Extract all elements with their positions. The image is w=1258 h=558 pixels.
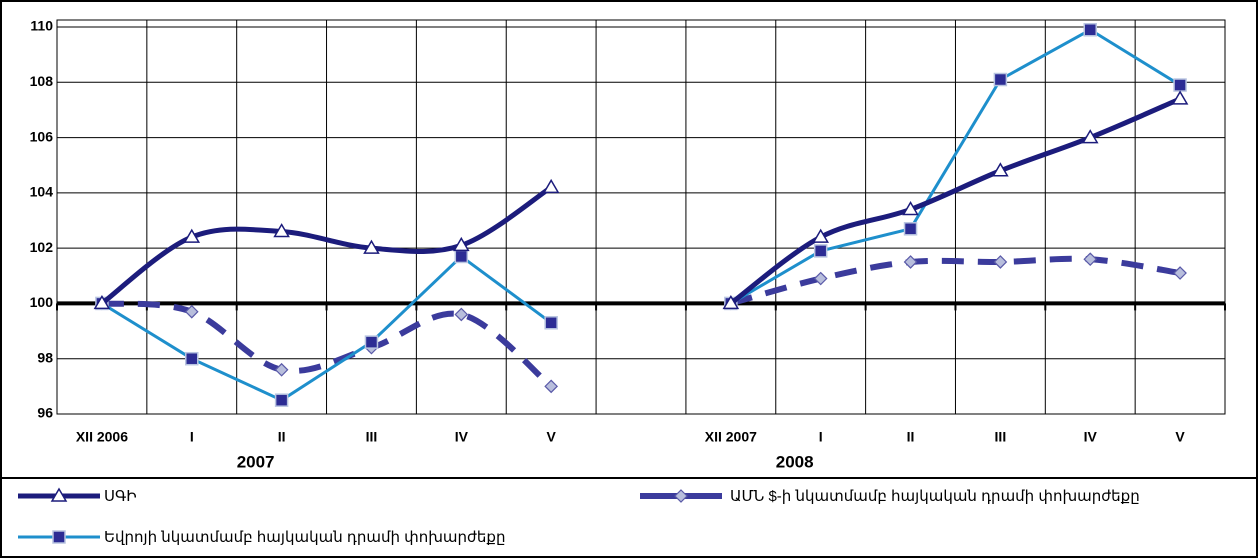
marker bbox=[1173, 266, 1187, 280]
legend-label: ԱՄՆ $-ի նկատմամբ հայկական դրամի փոխարժեք… bbox=[730, 488, 1140, 505]
y-tick-label: 110 bbox=[30, 18, 53, 34]
x-tick-label: III bbox=[995, 429, 1007, 445]
x-tick-label: I bbox=[190, 429, 194, 445]
legend-frame bbox=[0, 477, 1258, 558]
y-tick-label: 108 bbox=[30, 73, 54, 89]
x-tick-label: XII 2006 bbox=[76, 429, 128, 445]
marker bbox=[812, 228, 829, 243]
plot-area bbox=[56, 19, 1226, 415]
y-tick-label: 102 bbox=[30, 239, 54, 255]
y-tick-label: 96 bbox=[37, 405, 53, 421]
series-line bbox=[729, 96, 1182, 306]
marker bbox=[902, 200, 919, 216]
x-tick-label: V bbox=[1175, 429, 1185, 445]
y-tick-label: 106 bbox=[30, 128, 54, 144]
marker bbox=[274, 393, 289, 407]
legend-label: ՍԳԻ bbox=[104, 488, 137, 505]
marker bbox=[993, 255, 1008, 269]
marker bbox=[274, 362, 289, 377]
y-tick-label: 100 bbox=[30, 294, 54, 310]
x-tick-label: IV bbox=[455, 429, 469, 445]
y-tick-label: 104 bbox=[30, 184, 54, 200]
marker bbox=[273, 223, 290, 238]
series-line bbox=[101, 254, 553, 402]
marker bbox=[903, 222, 918, 236]
marker bbox=[544, 379, 559, 394]
marker bbox=[722, 294, 740, 310]
marker bbox=[93, 294, 111, 310]
marker bbox=[363, 239, 380, 254]
series-line bbox=[730, 255, 1181, 307]
marker bbox=[1083, 252, 1098, 267]
marker bbox=[813, 271, 828, 286]
marker bbox=[1083, 23, 1097, 37]
x-tick-label: III bbox=[366, 429, 378, 445]
marker bbox=[674, 489, 688, 503]
series-line bbox=[100, 185, 553, 306]
marker bbox=[183, 228, 201, 243]
legend-label: Եվրոյի նկատմամբ հայկական դրամի փոխարժեքը bbox=[104, 529, 505, 546]
marker bbox=[52, 530, 66, 544]
marker bbox=[454, 249, 469, 264]
marker bbox=[185, 351, 199, 366]
marker bbox=[454, 307, 469, 322]
marker bbox=[184, 304, 199, 319]
x-tick-label: I bbox=[819, 429, 823, 445]
marker bbox=[903, 255, 918, 269]
year-label: 2007 bbox=[237, 452, 275, 471]
marker bbox=[453, 236, 470, 252]
marker bbox=[1081, 129, 1099, 144]
marker bbox=[50, 487, 68, 502]
marker bbox=[1171, 90, 1189, 105]
y-tick-label: 98 bbox=[37, 349, 53, 365]
marker bbox=[992, 162, 1009, 177]
x-tick-label: V bbox=[546, 429, 556, 445]
x-tick-label: II bbox=[907, 429, 915, 445]
marker bbox=[1173, 78, 1187, 92]
x-tick-label: II bbox=[278, 429, 286, 445]
x-tick-label: XII 2007 bbox=[705, 429, 757, 445]
marker bbox=[544, 316, 558, 330]
year-label: 2008 bbox=[776, 452, 814, 471]
series-line bbox=[730, 28, 1181, 305]
x-tick-label: IV bbox=[1084, 429, 1098, 445]
marker bbox=[542, 178, 560, 194]
marker bbox=[364, 335, 379, 349]
marker bbox=[993, 72, 1008, 87]
marker bbox=[813, 244, 828, 258]
